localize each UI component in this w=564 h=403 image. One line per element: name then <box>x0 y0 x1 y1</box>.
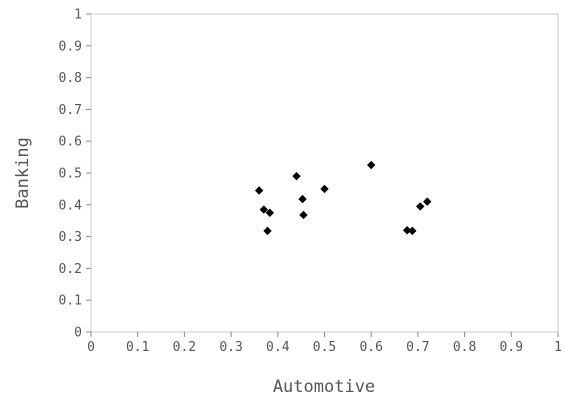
y-tick-label: 1 <box>74 8 82 23</box>
x-tick-label: 0 <box>87 340 95 355</box>
y-tick-label: 0.8 <box>59 71 82 86</box>
x-tick-label: 0.3 <box>219 340 242 355</box>
plot-frame <box>90 13 559 333</box>
y-tick-label: 0.2 <box>59 262 82 277</box>
y-axis-title: Banking <box>13 137 33 209</box>
data-point <box>254 186 264 195</box>
x-tick-label: 0.7 <box>406 340 429 355</box>
x-tick-label: 0.5 <box>313 340 336 355</box>
data-point <box>265 208 275 217</box>
y-tick-label: 0.5 <box>59 167 82 182</box>
x-tick-label: 0.1 <box>126 340 149 355</box>
y-tick-label: 0.7 <box>59 103 82 118</box>
data-point <box>292 171 301 181</box>
y-tick-label: 0.1 <box>59 294 82 309</box>
x-tick-label: 0.2 <box>173 340 196 355</box>
data-points <box>254 160 432 236</box>
data-point <box>320 184 329 194</box>
x-tick-label: 1 <box>554 340 562 355</box>
data-point <box>423 197 432 206</box>
y-tick-label: 0.9 <box>59 39 82 54</box>
x-axis-title: Automotive <box>273 377 375 397</box>
x-tick-label: 0.6 <box>359 340 382 355</box>
x-tick-label: 0.4 <box>266 340 290 355</box>
x-tick-label: 0.8 <box>453 340 476 355</box>
y-tick-label: 0.3 <box>59 230 82 245</box>
y-tick-label: 0.4 <box>59 198 83 213</box>
data-point <box>298 194 307 204</box>
x-tick-label: 0.9 <box>500 340 523 355</box>
data-point <box>263 226 272 236</box>
y-axis: 0 0.1 0.2 0.3 0.4 0.5 0.6 0.7 0.8 0.9 1 <box>59 8 91 341</box>
data-point <box>367 160 376 170</box>
y-tick-label: 0.6 <box>59 135 82 150</box>
data-point <box>408 226 417 236</box>
data-point <box>402 226 412 235</box>
data-point <box>416 202 425 211</box>
data-point <box>299 210 308 220</box>
data-point <box>259 205 268 214</box>
y-tick-label: 0 <box>74 326 82 341</box>
x-axis: 0 0.1 0.2 0.3 0.4 0.5 0.6 0.7 0.8 0.9 1 <box>87 332 562 355</box>
